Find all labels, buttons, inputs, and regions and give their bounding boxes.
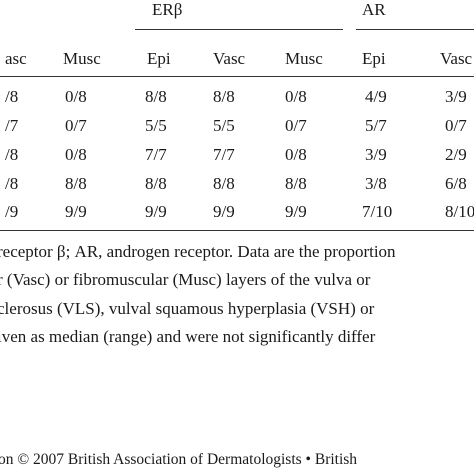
group-header-erb: ERβ bbox=[152, 0, 183, 19]
table-cell: 4/9 bbox=[365, 87, 387, 106]
table-bottom-rule bbox=[0, 230, 474, 231]
table-cell: 0/8 bbox=[285, 145, 307, 164]
table-cell: 8/8 bbox=[213, 87, 235, 106]
table-cell: 5/5 bbox=[213, 116, 235, 135]
table-cell: 0/8 bbox=[65, 87, 87, 106]
table-cell: 0/7 bbox=[65, 116, 87, 135]
table-cell: 9/9 bbox=[65, 202, 87, 221]
table-cell: /8 bbox=[5, 174, 19, 193]
table-cell: 2/9 bbox=[445, 145, 467, 164]
footnote-line: clerosus (VLS), vulval squamous hyperpla… bbox=[0, 299, 375, 318]
footnote-line: r (Vasc) or fibromuscular (Musc) layers … bbox=[0, 270, 371, 289]
col-header-epi-1: Epi bbox=[147, 49, 171, 68]
table-cell: 0/7 bbox=[285, 116, 307, 135]
table-cell: 8/8 bbox=[65, 174, 87, 193]
table-cell: 8/8 bbox=[213, 174, 235, 193]
table-cell: 5/5 bbox=[145, 116, 167, 135]
table-cell: /8 bbox=[5, 87, 19, 106]
footnote-line: receptor β; AR, androgen receptor. Data … bbox=[0, 242, 396, 261]
group-rule-erb bbox=[135, 29, 343, 30]
table-cell: 8/10 bbox=[445, 202, 474, 221]
table-cell: 0/8 bbox=[65, 145, 87, 164]
col-header-musc-1: Musc bbox=[63, 49, 101, 68]
table-cell: 3/8 bbox=[365, 174, 387, 193]
table-cell: 3/9 bbox=[445, 87, 467, 106]
table-cell: /8 bbox=[5, 145, 19, 164]
col-header-vasc-2: Vasc bbox=[213, 49, 246, 68]
header-rule bbox=[0, 76, 474, 77]
table-cell: 8/8 bbox=[145, 174, 167, 193]
table-cell: /7 bbox=[5, 116, 19, 135]
table-cell: /9 bbox=[5, 202, 19, 221]
table-cell: 5/7 bbox=[365, 116, 387, 135]
table-cell: 3/9 bbox=[365, 145, 387, 164]
group-rule-ar bbox=[356, 29, 474, 30]
table-cell: 9/9 bbox=[285, 202, 307, 221]
table-cell: 7/10 bbox=[362, 202, 393, 221]
table-cell: 7/7 bbox=[145, 145, 167, 164]
copyright-line: on © 2007 British Association of Dermato… bbox=[0, 451, 358, 468]
table-cell: 6/8 bbox=[445, 174, 467, 193]
col-header-musc-2: Musc bbox=[285, 49, 323, 68]
table-cell: 9/9 bbox=[213, 202, 235, 221]
table-cell: 7/7 bbox=[213, 145, 235, 164]
footnote-line: iven as median (range) and were not sign… bbox=[0, 327, 376, 346]
table-cell: 9/9 bbox=[145, 202, 167, 221]
table-cell: 8/8 bbox=[145, 87, 167, 106]
group-header-ar: AR bbox=[362, 0, 386, 19]
table-cell: 8/8 bbox=[285, 174, 307, 193]
col-header-vasc-3: Vasc bbox=[440, 49, 473, 68]
table-cell: 0/8 bbox=[285, 87, 307, 106]
table-cell: 0/7 bbox=[445, 116, 467, 135]
col-header-epi-2: Epi bbox=[362, 49, 386, 68]
col-header-vasc-1: asc bbox=[5, 49, 27, 68]
